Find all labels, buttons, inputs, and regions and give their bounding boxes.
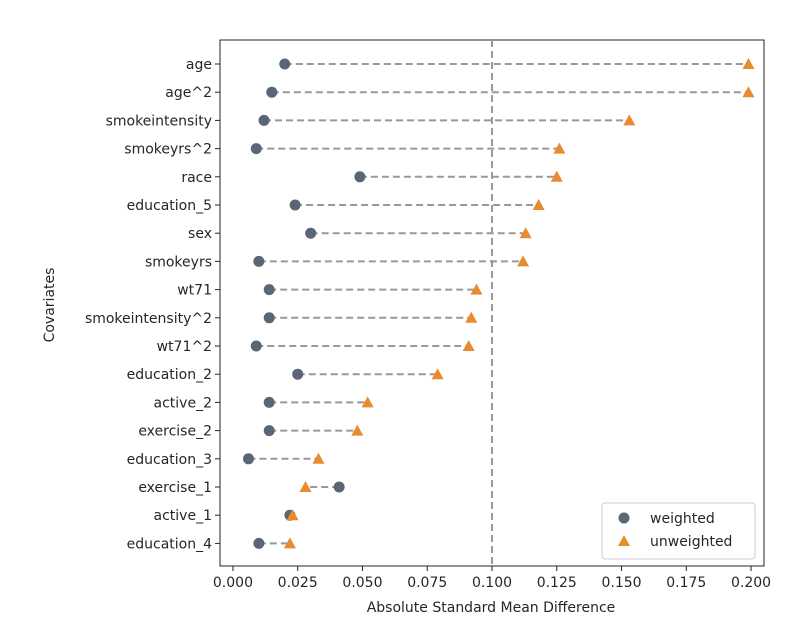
legend-weighted-label: weighted	[650, 511, 715, 527]
y-tick-label: age	[186, 57, 212, 73]
y-tick-label: race	[181, 170, 212, 186]
legend-box	[601, 502, 756, 560]
unweighted-point	[465, 311, 478, 323]
unweighted-point	[312, 452, 325, 464]
x-tick-label: 0.200	[731, 575, 771, 591]
weighted-point	[250, 340, 262, 352]
legend-unweighted-marker	[618, 535, 630, 546]
x-tick-label: 0.000	[213, 575, 253, 591]
unweighted-point	[553, 142, 566, 154]
y-tick-label: wt71^2	[157, 339, 212, 355]
y-tick-label: smokeyrs	[145, 254, 212, 270]
weighted-point	[250, 143, 262, 155]
y-tick-label: sex	[188, 226, 212, 242]
y-tick-label: wt71	[177, 283, 212, 299]
weighted-point	[289, 199, 301, 211]
x-tick-label: 0.100	[472, 575, 512, 591]
weighted-point	[266, 86, 278, 98]
unweighted-point	[532, 199, 545, 210]
legend: weighted unweighted	[601, 502, 756, 560]
unweighted-point	[361, 396, 374, 408]
y-tick-label: smokeyrs^2	[124, 142, 212, 158]
x-tick-label: 0.150	[601, 575, 641, 591]
weighted-point	[263, 312, 275, 324]
unweighted-point	[462, 340, 475, 351]
weighted-point	[354, 171, 366, 183]
unweighted-point	[742, 58, 755, 69]
y-axis-title: Covariates	[42, 268, 58, 343]
y-tick-label: education_5	[127, 198, 212, 214]
unweighted-point	[286, 509, 299, 521]
x-tick-label: 0.025	[278, 575, 318, 591]
y-tick-label: active_1	[154, 508, 212, 524]
y-tick-label: education_2	[127, 367, 212, 383]
y-tick-label: smokeintensity^2	[85, 311, 212, 327]
weighted-point	[253, 255, 265, 267]
legend-unweighted-label: unweighted	[650, 534, 732, 550]
weighted-point	[242, 453, 254, 465]
weighted-point	[292, 368, 304, 380]
y-tick-label: active_2	[154, 395, 212, 411]
unweighted-point	[431, 368, 444, 380]
weighted-point	[253, 537, 265, 549]
unweighted-point	[623, 114, 636, 126]
unweighted-point	[283, 537, 296, 549]
x-tick-label: 0.050	[342, 575, 382, 591]
plot-area: 0.000 0.025 0.050 0.075 0.100 0.125 0.150 0.175…	[85, 39, 771, 591]
x-tick-label: 0.125	[537, 575, 577, 591]
y-tick-label: smokeintensity	[106, 113, 212, 129]
unweighted-point	[351, 424, 364, 436]
legend-weighted-marker	[618, 512, 630, 524]
unweighted-point	[517, 255, 530, 267]
unweighted-point	[299, 481, 312, 492]
unweighted-point	[470, 283, 483, 295]
weighted-point	[305, 227, 317, 239]
y-tick-label: education_4	[127, 536, 212, 552]
y-tick-label: age^2	[165, 85, 212, 101]
y-tick-label: exercise_2	[138, 424, 212, 440]
x-tick-label: 0.175	[666, 575, 706, 591]
y-tick-label: exercise_1	[138, 480, 212, 496]
unweighted-point	[550, 170, 563, 182]
unweighted-point	[742, 86, 755, 98]
unweighted-point	[519, 227, 532, 239]
weighted-point	[263, 396, 275, 408]
y-tick-label: education_3	[127, 452, 212, 468]
x-axis-title: Absolute Standard Mean Difference	[367, 600, 616, 616]
weighted-point	[258, 114, 270, 126]
x-tick-label: 0.075	[407, 575, 447, 591]
weighted-point	[333, 481, 345, 493]
weighted-point	[263, 425, 275, 437]
weighted-point	[263, 284, 275, 296]
weighted-point	[279, 58, 291, 70]
